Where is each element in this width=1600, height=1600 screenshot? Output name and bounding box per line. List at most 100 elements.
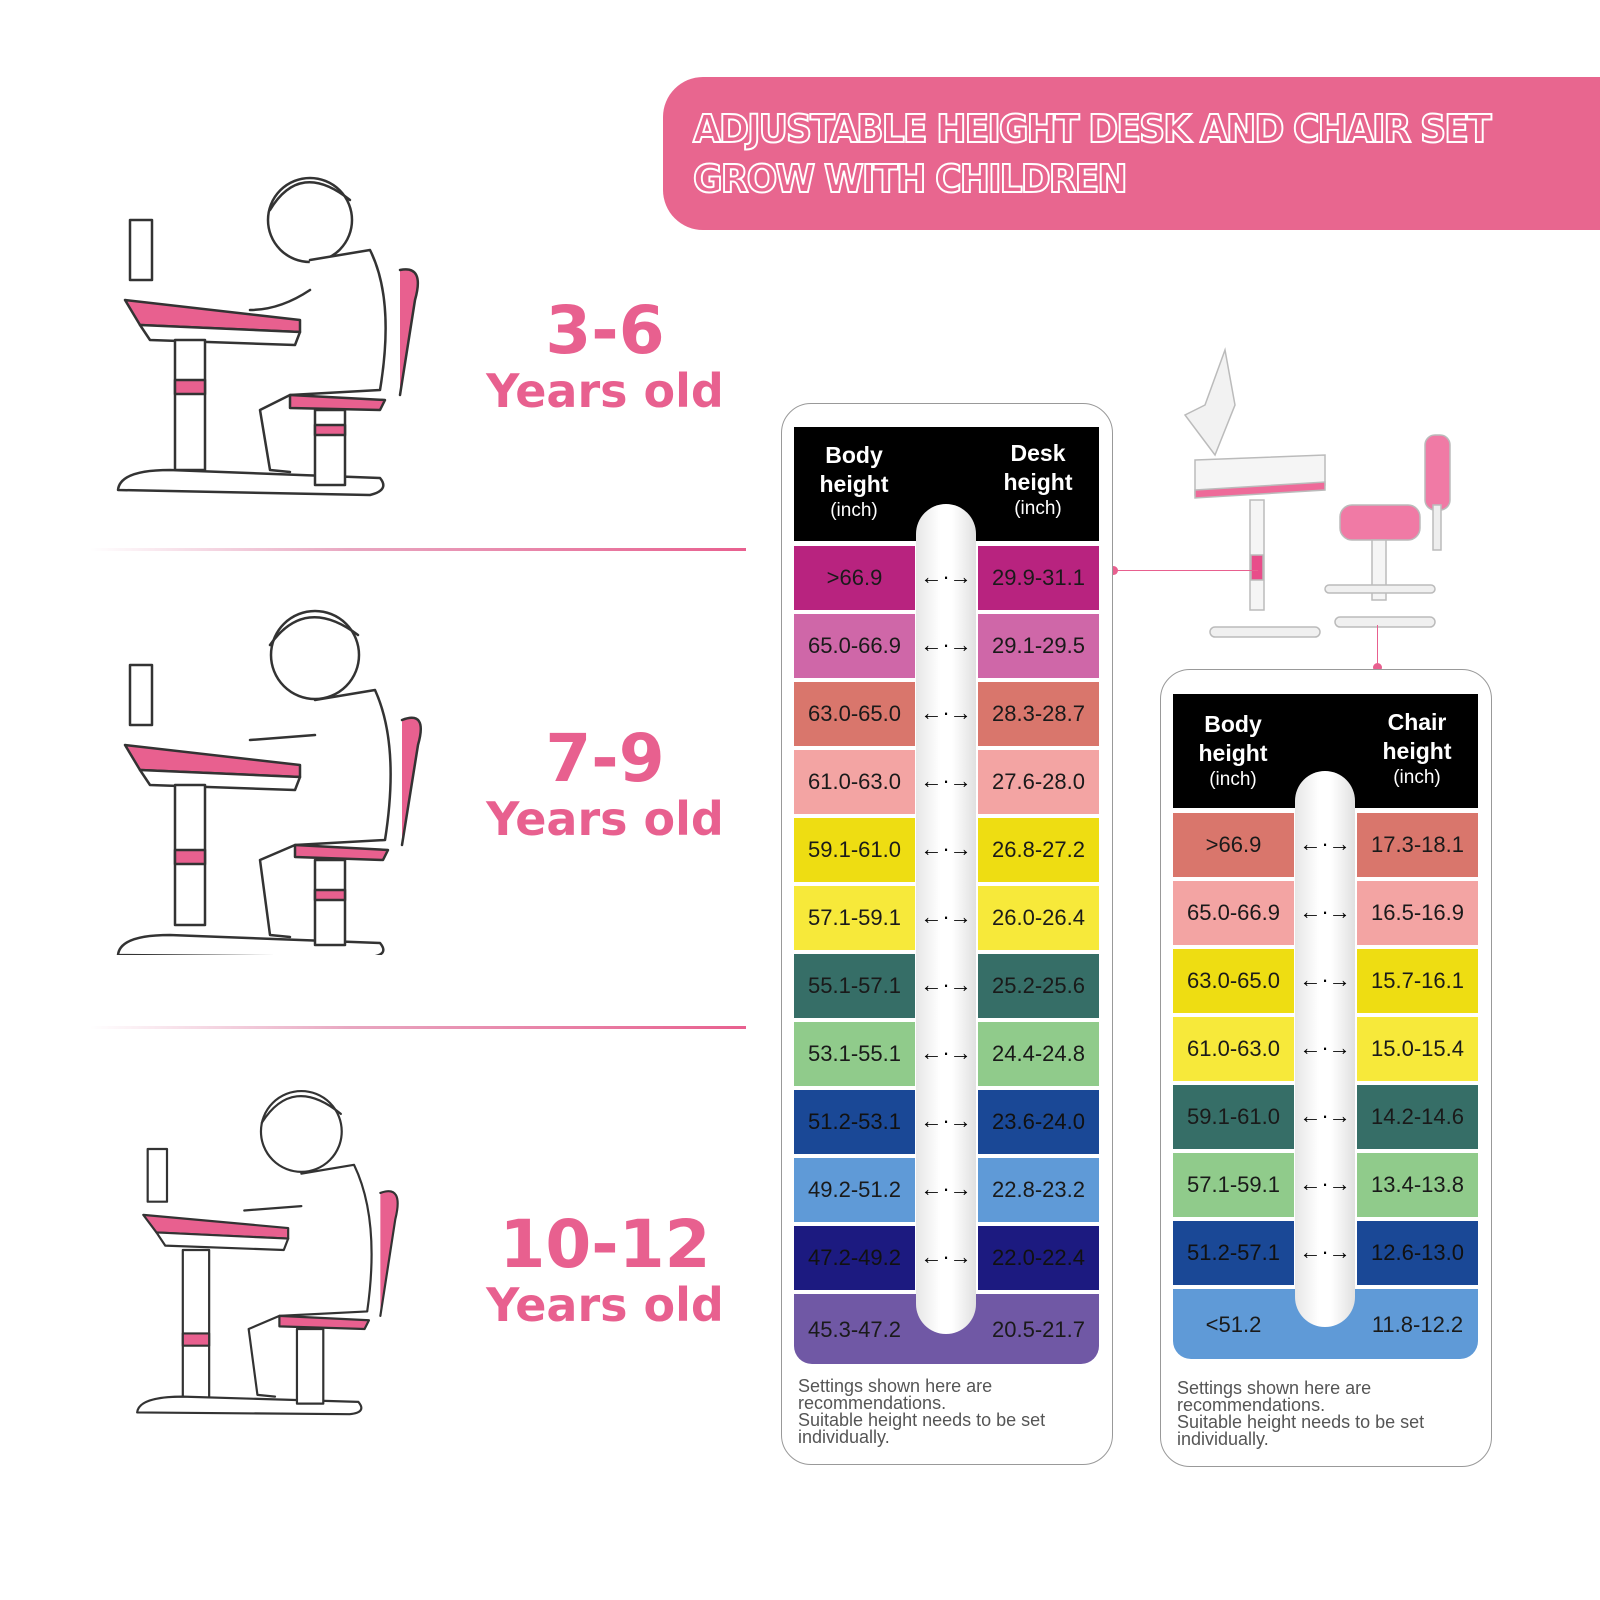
body-height-cell: 49.2-51.2: [794, 1158, 915, 1222]
body-height-cell: 55.1-57.1: [794, 954, 915, 1018]
furniture-height-cell: 28.3-28.7: [978, 682, 1099, 746]
double-arrow-icon: ←·→: [1299, 1239, 1351, 1264]
desk-height-card: Body height (inch) Desk height (inch) >66.9 2…: [781, 403, 1113, 1465]
table-row: 57.1-59.1 26.0-26.4: [794, 886, 1099, 950]
body-height-cell: 63.0-65.0: [1173, 949, 1294, 1013]
furniture-height-cell: 11.8-12.2: [1371, 1312, 1464, 1337]
age-range: 3-6: [545, 292, 665, 369]
double-arrow-icon: ←·→: [920, 768, 972, 793]
furniture-height-cell: 12.6-13.0: [1357, 1221, 1478, 1285]
body-height-cell: 51.2-57.1: [1173, 1221, 1294, 1285]
body-height-cell: >66.9: [794, 546, 915, 610]
table-row: >66.9 29.9-31.1: [794, 546, 1099, 610]
desk-height-table: Body height (inch) Desk height (inch) >66.9 2…: [794, 427, 1099, 1367]
body-height-cell: >66.9: [1173, 813, 1294, 877]
section-divider: [90, 1026, 746, 1029]
furniture-height-cell: 22.8-23.2: [978, 1158, 1099, 1222]
furniture-height-cell: 14.2-14.6: [1357, 1085, 1478, 1149]
double-arrow-icon: ←·→: [1299, 1035, 1351, 1060]
furniture-height-cell: 29.9-31.1: [978, 546, 1099, 610]
furniture-height-cell: 23.6-24.0: [978, 1090, 1099, 1154]
furniture-height-cell: 17.3-18.1: [1357, 813, 1478, 877]
double-arrow-icon: ←·→: [1299, 831, 1351, 856]
body-height-cell: 63.0-65.0: [794, 682, 915, 746]
double-arrow-icon: ←·→: [920, 700, 972, 725]
furniture-height-cell: 25.2-25.6: [978, 954, 1099, 1018]
header-body-height: Body height (inch): [819, 442, 889, 521]
table-row: 47.2-49.2 22.0-22.4: [794, 1226, 1099, 1290]
double-arrow-icon: ←·→: [920, 1108, 972, 1133]
child-at-desk-illustration: [116, 609, 422, 955]
double-arrow-icon: ←·→: [920, 632, 972, 657]
double-arrow-icon: ←·→: [920, 1244, 972, 1269]
double-arrow-icon: ←·→: [920, 1176, 972, 1201]
body-height-cell: 59.1-61.0: [794, 818, 915, 882]
furniture-height-cell: 13.4-13.8: [1357, 1153, 1478, 1217]
table-row: 63.0-65.0 28.3-28.7: [794, 682, 1099, 746]
banner-title-line1: ADJUSTABLE HEIGHT DESK AND CHAIR SET: [692, 106, 1492, 152]
table-row: 59.1-61.0 14.2-14.6: [1173, 1085, 1478, 1149]
body-height-cell: 57.1-59.1: [794, 886, 915, 950]
body-height-cell: <51.2: [1205, 1312, 1262, 1337]
double-arrow-icon: ←·→: [920, 1040, 972, 1065]
double-arrow-icon: ←·→: [1299, 967, 1351, 992]
table-row: 61.0-63.0 27.6-28.0: [794, 750, 1099, 814]
furniture-height-cell: 22.0-22.4: [978, 1226, 1099, 1290]
table-row: 61.0-63.0 15.0-15.4: [1173, 1017, 1478, 1081]
table-row: 51.2-57.1 12.6-13.0: [1173, 1221, 1478, 1285]
chair-height-card: Body height (inch) Chair height (inch) >66.9…: [1160, 669, 1492, 1467]
double-arrow-icon: ←·→: [920, 904, 972, 929]
furniture-height-cell: 26.0-26.4: [978, 886, 1099, 950]
age-group-3-6: 3-6 Years old: [470, 292, 740, 418]
child-at-desk-illustration: [136, 1089, 399, 1416]
age-label: Years old: [486, 792, 724, 846]
chair-table-note: Settings shown here are recommendations. S…: [1177, 1378, 1425, 1449]
connector-line: [1377, 625, 1378, 667]
table-row: 53.1-55.1 24.4-24.8: [794, 1022, 1099, 1086]
table-row: 63.0-65.0 15.7-16.1: [1173, 949, 1478, 1013]
body-height-cell: 61.0-63.0: [794, 750, 915, 814]
banner-title-line2: GROW WITH CHILDREN: [692, 156, 1129, 202]
double-arrow-icon: ←·→: [920, 972, 972, 997]
body-height-cell: 45.3-47.2: [808, 1317, 901, 1342]
age-label: Years old: [486, 1278, 724, 1332]
header-chair-height: Chair height (inch): [1382, 709, 1452, 788]
body-height-cell: 65.0-66.9: [1173, 881, 1294, 945]
double-arrow-icon: ←·→: [1299, 899, 1351, 924]
age-range: 7-9: [545, 720, 665, 797]
age-range: 10-12: [499, 1206, 711, 1283]
center-pill-divider: [916, 504, 976, 1334]
furniture-height-cell: 26.8-27.2: [978, 818, 1099, 882]
header-body-height: Body height (inch): [1198, 711, 1268, 790]
furniture-height-cell: 24.4-24.8: [978, 1022, 1099, 1086]
age-label: Years old: [486, 364, 724, 418]
title-banner: ADJUSTABLE HEIGHT DESK AND CHAIR SET GRO…: [663, 77, 1600, 230]
body-height-cell: 47.2-49.2: [794, 1226, 915, 1290]
double-arrow-icon: ←·→: [920, 564, 972, 589]
section-divider: [90, 548, 746, 551]
table-row: 49.2-51.2 22.8-23.2: [794, 1158, 1099, 1222]
body-height-cell: 65.0-66.9: [794, 614, 915, 678]
body-height-cell: 61.0-63.0: [1173, 1017, 1294, 1081]
child-at-desk-illustration: [116, 176, 420, 497]
connector-dot: [1373, 663, 1382, 672]
center-pill-divider: [1295, 771, 1355, 1327]
desk-chair-product-image: [1183, 347, 1451, 638]
body-height-cell: 53.1-55.1: [794, 1022, 915, 1086]
table-row: 65.0-66.9 16.5-16.9: [1173, 881, 1478, 945]
table-row: 57.1-59.1 13.4-13.8: [1173, 1153, 1478, 1217]
body-height-cell: 57.1-59.1: [1173, 1153, 1294, 1217]
table-row: >66.9 17.3-18.1: [1173, 813, 1478, 877]
double-arrow-icon: ←·→: [1299, 1171, 1351, 1196]
furniture-height-cell: 16.5-16.9: [1357, 881, 1478, 945]
body-height-cell: 59.1-61.0: [1173, 1085, 1294, 1149]
age-group-10-12: 10-12 Years old: [470, 1206, 740, 1332]
age-group-7-9: 7-9 Years old: [470, 720, 740, 846]
furniture-height-cell: 20.5-21.7: [992, 1317, 1085, 1342]
furniture-height-cell: 15.0-15.4: [1357, 1017, 1478, 1081]
header-desk-height: Desk height (inch): [1003, 440, 1073, 519]
body-height-cell: 51.2-53.1: [794, 1090, 915, 1154]
table-row: 55.1-57.1 25.2-25.6: [794, 954, 1099, 1018]
furniture-height-cell: 27.6-28.0: [978, 750, 1099, 814]
connector-line: [1113, 570, 1258, 571]
